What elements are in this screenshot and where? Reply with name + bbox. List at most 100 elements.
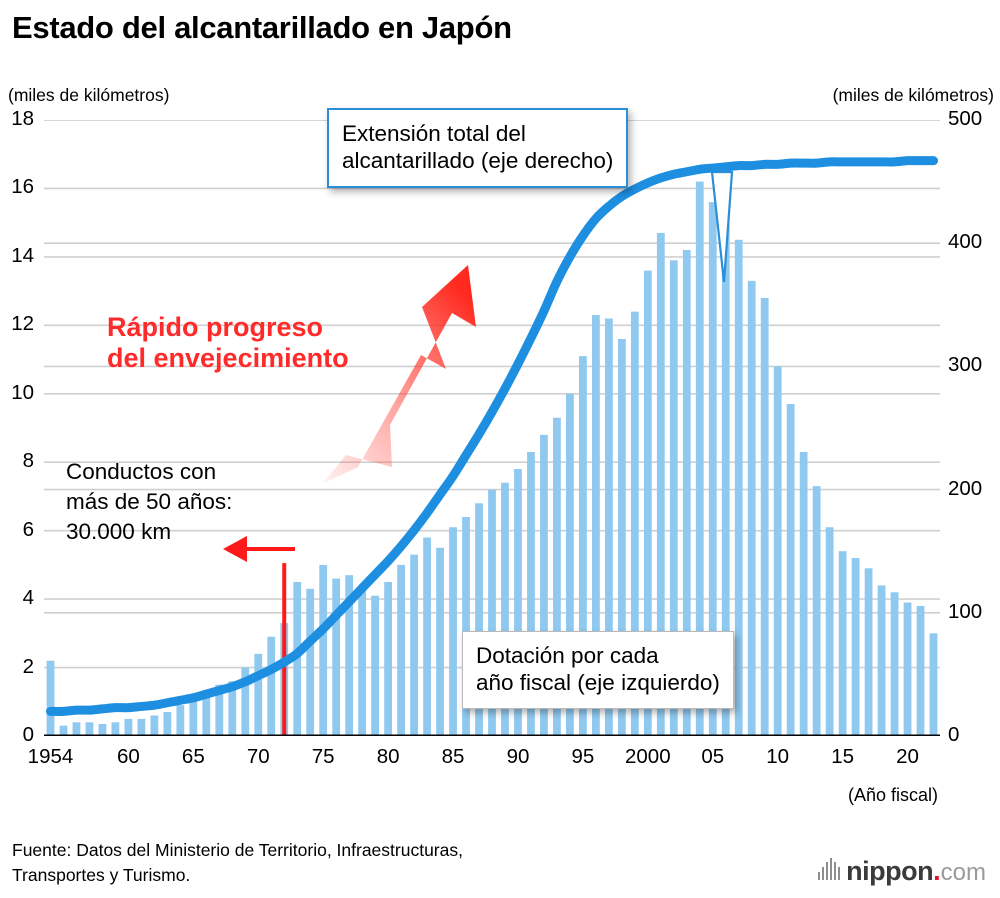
bar (488, 489, 496, 736)
right-axis-tick: 400 (948, 230, 983, 254)
left-axis-tick: 12 (11, 312, 34, 336)
bar (838, 551, 847, 736)
bar (514, 469, 522, 736)
bar (46, 660, 55, 736)
bar (397, 564, 405, 736)
bar (202, 691, 211, 736)
x-axis-tick: 90 (506, 745, 530, 768)
x-axis-tick: 15 (831, 745, 854, 768)
bar (617, 339, 626, 736)
bar (332, 578, 341, 736)
x-axis-tick: 2000 (625, 745, 671, 768)
line-callout-line1: Extensión total del (342, 121, 526, 146)
left-axis-tick: 16 (11, 175, 34, 199)
aging-note-line1: Rápido progreso (107, 312, 324, 342)
bar (566, 393, 574, 736)
bar (384, 582, 393, 736)
bar (890, 592, 899, 736)
bar (462, 516, 470, 736)
bar (579, 356, 587, 736)
bar (241, 667, 250, 736)
bar (540, 434, 548, 736)
bar (124, 718, 133, 736)
chart-svg (44, 120, 940, 736)
old-pipes-line3: 30.000 km (66, 518, 172, 544)
bar (215, 684, 224, 736)
logo-dot: . (933, 856, 941, 886)
source-line1: Fuente: Datos del Ministerio de Territor… (12, 840, 463, 860)
source-note: Fuente: Datos del Ministerio de Territor… (12, 838, 463, 889)
bar (449, 527, 457, 736)
aging-note-line2: del envejecimiento (107, 342, 349, 373)
right-axis-tick: 0 (948, 723, 960, 746)
right-axis-tick: 100 (948, 599, 983, 623)
x-axis-tick: 60 (116, 745, 140, 768)
left-axis-tick: 2 (22, 654, 34, 678)
bar (475, 503, 483, 736)
logo-tld: com (940, 859, 986, 886)
x-axis-tick: 75 (311, 745, 335, 768)
bar (851, 558, 860, 736)
old-pipes-line2: más de 50 años: (66, 488, 233, 514)
bar (410, 554, 418, 736)
bar (630, 311, 639, 736)
bar (643, 270, 652, 736)
bar (708, 202, 717, 736)
bar (254, 653, 263, 736)
bar (786, 404, 795, 736)
old-pipes-arrow-icon (223, 536, 295, 562)
x-axis-tick: 05 (701, 745, 725, 768)
bar (267, 636, 276, 736)
bar (669, 260, 678, 736)
bar (864, 568, 873, 736)
left-axis-tick: 14 (11, 243, 34, 267)
red-progress-arrow-icon (322, 265, 476, 484)
x-axis-tick: 85 (441, 745, 465, 768)
bar (319, 564, 328, 736)
x-axis-tick: 70 (246, 745, 270, 768)
page-title: Estado del alcantarillado en Japón (12, 10, 512, 45)
left-axis-unit-label: (miles de kilómetros) (8, 85, 170, 105)
source-line2: Transportes y Turismo. (12, 865, 191, 886)
bar (436, 547, 444, 736)
bar (929, 633, 938, 736)
bar (604, 318, 613, 736)
x-axis-tick: 1954 (27, 745, 74, 768)
bar (371, 595, 380, 736)
x-axis-unit-label: (Año fiscal) (847, 785, 938, 805)
bar-series (46, 181, 938, 736)
bar (189, 694, 198, 736)
bar (137, 718, 146, 736)
right-axis-tick: 500 (948, 107, 983, 130)
left-axis-tick: 10 (11, 380, 34, 404)
bar (812, 486, 821, 736)
bar (306, 588, 315, 736)
x-axis-tick: 65 (181, 745, 205, 768)
plot-area (44, 120, 940, 736)
bar (916, 605, 925, 736)
bar (760, 297, 769, 736)
bar (799, 451, 808, 736)
bar (85, 722, 94, 736)
bar (656, 232, 665, 736)
bar (591, 315, 600, 736)
right-axis-unit-label: (miles de kilómetros) (832, 85, 994, 105)
logo-bars-icon (818, 858, 841, 880)
x-axis-tick: 10 (766, 745, 790, 768)
bar (501, 482, 509, 736)
bar (695, 181, 704, 736)
bar (59, 725, 68, 736)
bar (747, 280, 756, 736)
bar (825, 527, 834, 736)
left-axis-tick: 18 (11, 107, 34, 130)
left-axis-tick: 6 (22, 517, 34, 541)
bar-callout-line1: Dotación por cada (476, 643, 659, 668)
bar-series-callout: Dotación por cada año fiscal (eje izquie… (462, 631, 734, 709)
line-callout-line2: alcantarillado (eje derecho) (342, 148, 614, 174)
bar (163, 712, 172, 736)
bar (176, 705, 185, 736)
bar (150, 715, 159, 736)
bar (72, 722, 81, 736)
bar (877, 585, 886, 736)
nippon-logo[interactable]: nippon . com (818, 856, 986, 887)
